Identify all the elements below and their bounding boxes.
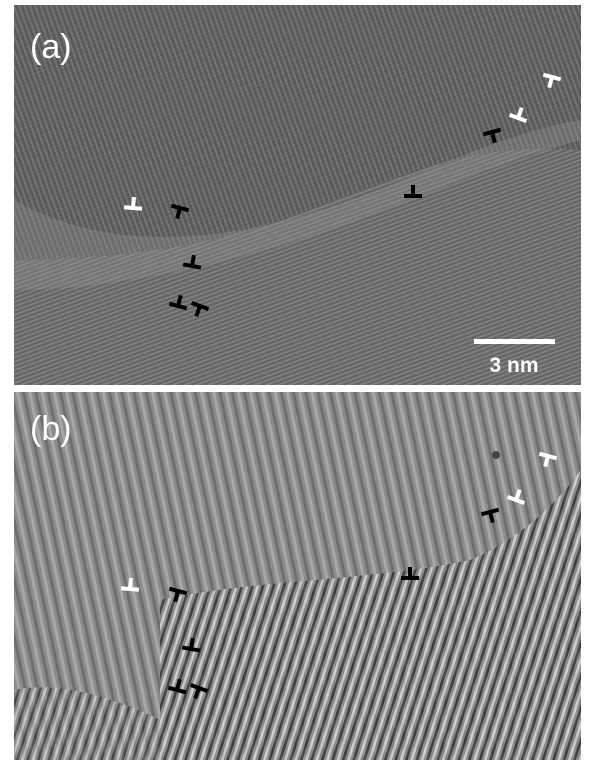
figure: (a) 3 nm (b) [0, 0, 595, 766]
panel-b [14, 392, 581, 760]
panel-a [14, 5, 581, 385]
scale-bar-label: 3 nm [489, 354, 538, 377]
panel-label: (a) [30, 28, 72, 66]
panel-label: (b) [30, 410, 72, 448]
scale-bar [474, 339, 555, 344]
page: (a) 3 nm (b) (() => { const data = JSON.… [0, 0, 595, 766]
